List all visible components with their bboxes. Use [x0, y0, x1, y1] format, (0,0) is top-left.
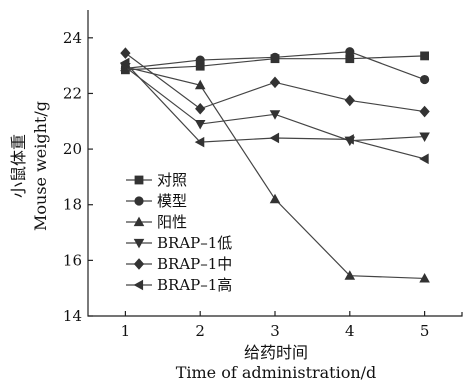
legend-item: BRAP–1高	[126, 276, 232, 294]
data-point	[269, 110, 281, 120]
x-tick-label: 5	[420, 322, 430, 340]
legend-marker	[133, 279, 144, 291]
legend-marker	[134, 196, 144, 206]
data-point	[194, 79, 206, 90]
ticks: 14 16 18 20 22 24 1 2 3 4 5	[63, 29, 429, 340]
legend-item: 对照	[126, 171, 187, 189]
data-point	[194, 119, 206, 130]
legend-label: 阳性	[157, 213, 187, 231]
data-point	[420, 51, 430, 61]
data-point	[419, 105, 430, 118]
series-group	[119, 47, 430, 283]
legend-label: BRAP–1高	[157, 276, 232, 294]
data-point	[120, 47, 131, 59]
data-point	[194, 136, 205, 148]
data-point	[269, 132, 280, 144]
legend-marker	[133, 238, 145, 249]
legend-item: BRAP–1低	[126, 234, 232, 252]
data-point	[270, 52, 280, 62]
legend-label: 模型	[157, 192, 187, 210]
data-point	[419, 132, 430, 142]
x-tick-label: 3	[270, 322, 280, 340]
x-tick-label: 1	[121, 322, 131, 340]
data-point	[344, 270, 356, 280]
y-axis-label-en: Mouse weight/g	[31, 101, 50, 231]
data-point	[119, 57, 130, 69]
x-axis-label-zh: 给药时间	[244, 343, 308, 362]
data-point	[419, 74, 430, 85]
data-point	[269, 193, 281, 204]
series-3	[120, 62, 430, 147]
legend-item: 模型	[126, 192, 187, 210]
legend-label: BRAP–1中	[157, 255, 232, 273]
legend-marker	[133, 258, 145, 270]
series-5	[119, 57, 429, 165]
x-tick-label: 4	[345, 322, 355, 340]
x-axis-label-en: Time of administration/d	[176, 363, 377, 382]
legend-item: 阳性	[126, 213, 187, 231]
data-point	[419, 153, 429, 165]
legend-item: BRAP–1中	[126, 255, 232, 273]
y-tick-label: 18	[63, 196, 82, 214]
legend-label: 对照	[157, 171, 187, 189]
series-2	[120, 61, 430, 283]
data-point	[195, 102, 206, 115]
y-tick-label: 14	[63, 307, 82, 325]
data-point	[269, 76, 281, 89]
y-tick-label: 16	[63, 251, 82, 269]
data-point	[344, 134, 354, 145]
series-4	[120, 47, 430, 118]
data-point	[195, 55, 205, 65]
legend-marker	[134, 175, 144, 185]
y-tick-label: 24	[63, 29, 82, 47]
y-axis-label-zh: 小鼠体重	[9, 134, 28, 198]
data-point	[419, 273, 430, 283]
legend-label: BRAP–1低	[157, 234, 232, 252]
y-tick-label: 22	[63, 84, 82, 102]
legend-marker	[133, 216, 145, 227]
y-tick-label: 20	[63, 140, 82, 158]
x-tick-label: 2	[195, 322, 205, 340]
data-point	[345, 47, 355, 57]
data-point	[344, 94, 355, 107]
